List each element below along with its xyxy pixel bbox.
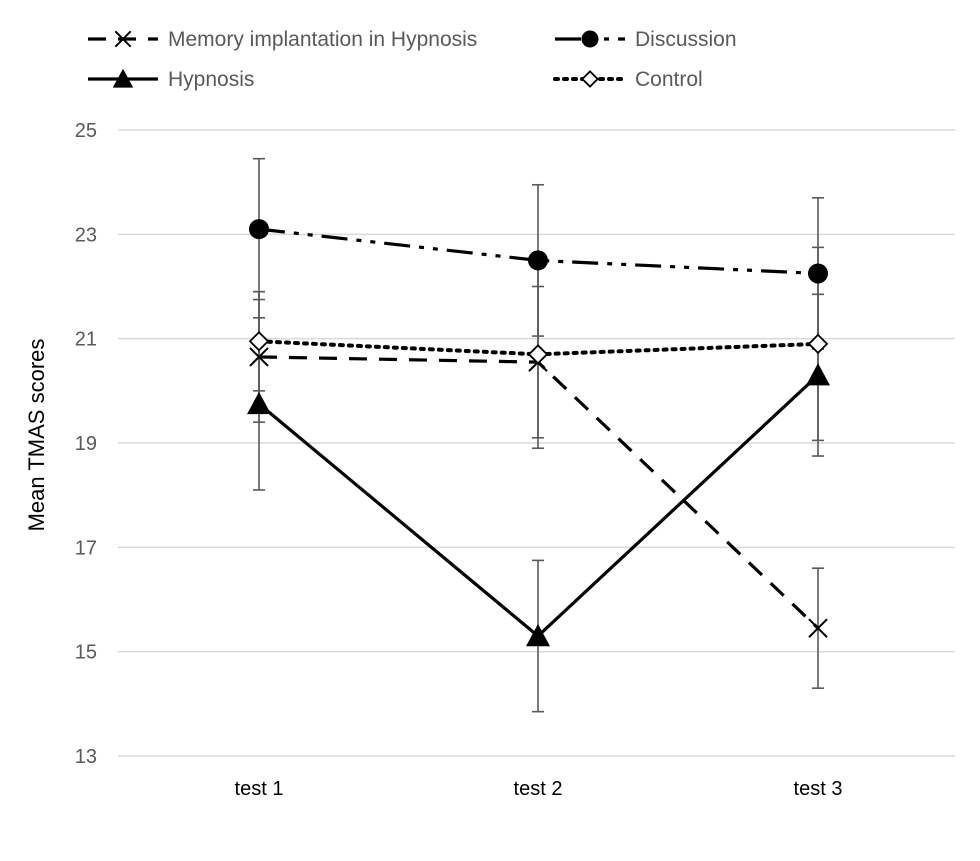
- marker-discussion-3: [808, 263, 828, 284]
- legend: Memory implantation in Hypnosis Discussio…: [88, 28, 737, 91]
- y-tick-label-17: 17: [75, 537, 97, 559]
- marker-control-2: [527, 344, 549, 365]
- y-tick-label-25: 25: [75, 120, 97, 142]
- legend-item-memory-implantation-in-hypnosis: Memory implantation in Hypnosis: [88, 28, 477, 51]
- marker-hypnosis-3: [806, 363, 830, 386]
- legend-marker-discussion: [581, 30, 599, 48]
- gridlines: [118, 129, 955, 757]
- y-axis-label: Mean TMAS scores: [24, 339, 49, 532]
- legend-item-hypnosis: Hypnosis: [88, 68, 254, 91]
- legend-label-discussion: Discussion: [635, 28, 737, 51]
- y-tick-label-13: 13: [75, 746, 97, 768]
- legend-label-memory-implantation-in-hypnosis: Memory implantation in Hypnosis: [168, 28, 477, 51]
- marker-discussion-1: [249, 219, 269, 240]
- marker-hypnosis-1: [247, 391, 271, 415]
- legend-marker-hypnosis: [112, 68, 134, 88]
- y-tick-label-19: 19: [75, 433, 97, 455]
- legend-item-discussion: Discussion: [555, 28, 737, 51]
- x-tick-label-test-3: test 3: [794, 778, 843, 800]
- y-axis-ticks: 13 15 17 19 21 23 25: [75, 120, 97, 768]
- legend-marker-control: [581, 70, 599, 88]
- y-tick-label-15: 15: [75, 642, 97, 664]
- y-tick-label-23: 23: [75, 224, 97, 246]
- legend-label-hypnosis: Hypnosis: [168, 68, 254, 91]
- marker-control-3: [807, 333, 829, 355]
- marker-memory-implantation-in-hypnosis-3: [808, 618, 828, 638]
- marker-discussion-2: [528, 250, 548, 271]
- marker-hypnosis-2: [526, 624, 550, 647]
- marker-control-1: [248, 331, 270, 352]
- x-axis-ticks: test 1 test 2 test 3: [235, 778, 843, 800]
- series-markers: [247, 219, 830, 647]
- legend-label-control: Control: [635, 68, 703, 91]
- marker-memory-implantation-in-hypnosis-1: [249, 347, 269, 367]
- x-tick-label-test-1: test 1: [235, 778, 284, 800]
- y-tick-label-21: 21: [75, 329, 97, 351]
- x-tick-label-test-2: test 2: [514, 778, 563, 800]
- legend-item-control: Control: [553, 68, 703, 91]
- legend-marker-memory-implantation-in-hypnosis: [114, 30, 132, 48]
